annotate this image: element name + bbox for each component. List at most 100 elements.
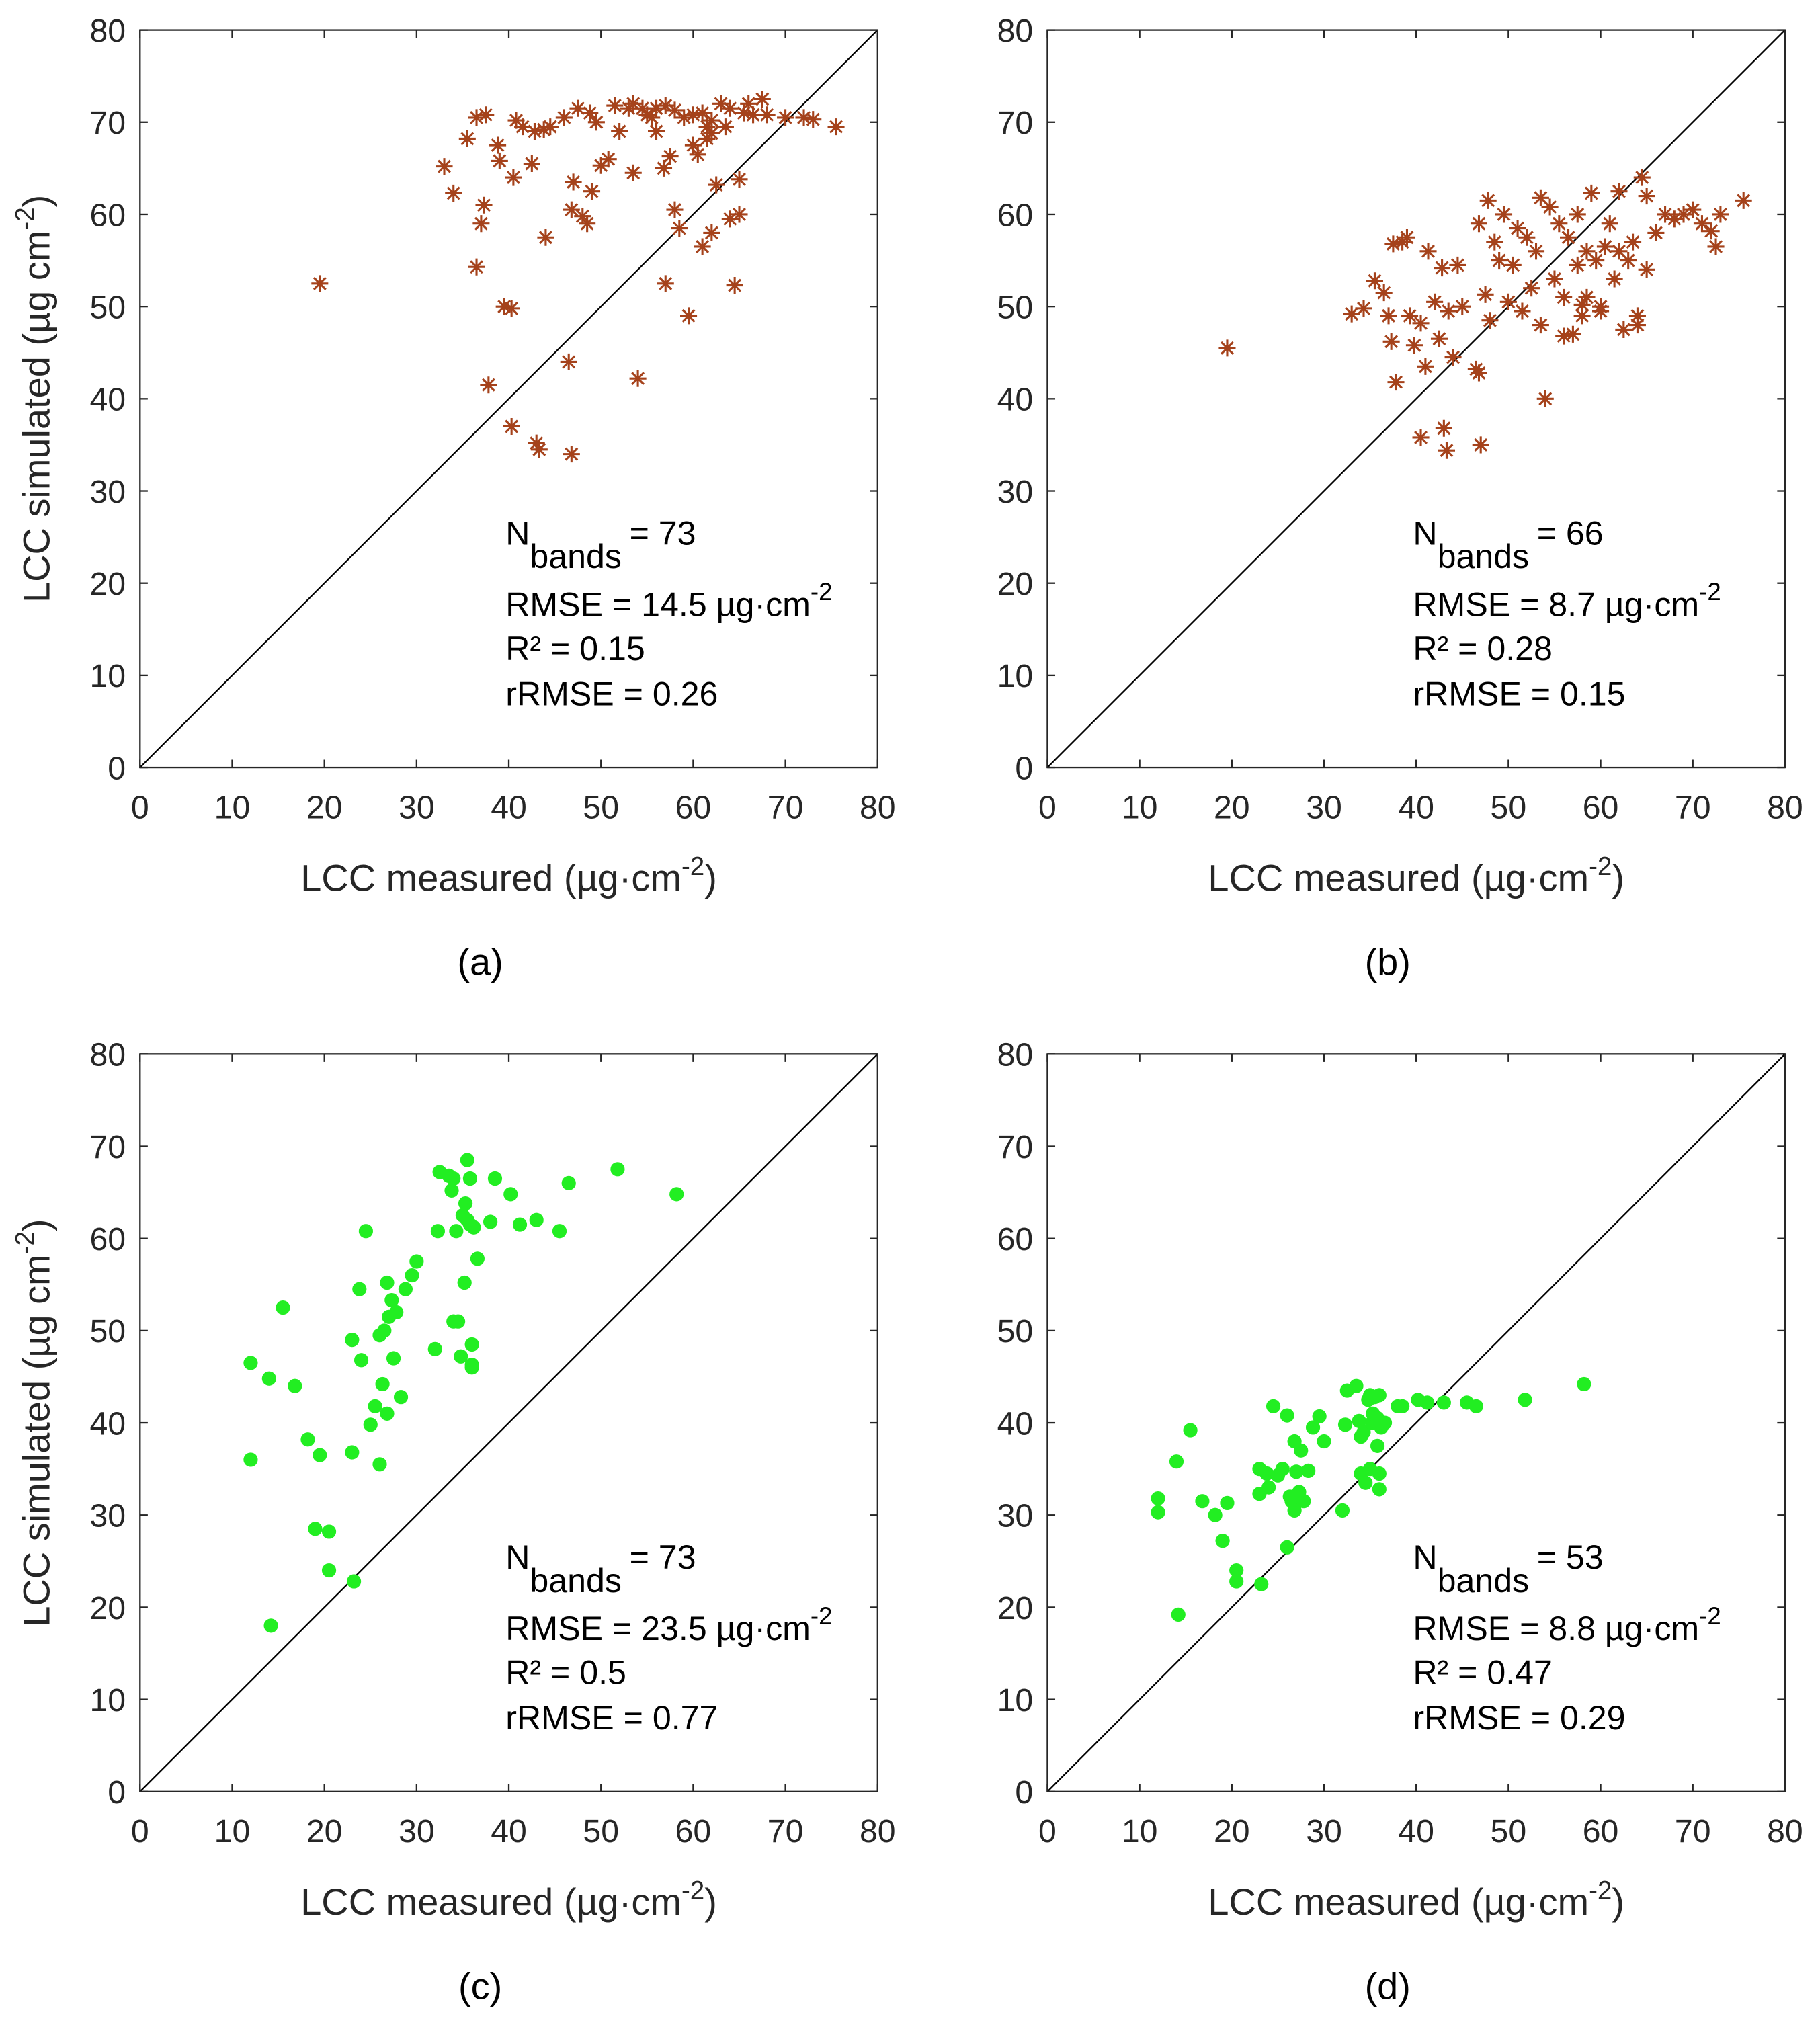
point [1395,1399,1410,1413]
point [657,97,674,114]
point [740,95,757,112]
annotation-n-sub: bands [1438,538,1530,575]
point [552,1224,567,1239]
y-tick-label: 80 [89,1037,126,1073]
point [1218,339,1236,357]
point [1384,235,1402,253]
x-tick-label: 10 [214,789,251,825]
point [436,158,453,175]
point [372,1457,387,1472]
point [480,376,497,394]
point [804,111,822,128]
x-tick-label: 30 [399,1813,435,1850]
x-axis-label-sup: -2 [681,852,704,881]
x-axis-label-text: ) [1612,856,1624,899]
point [1583,184,1600,202]
annotation-n-sub: bands [530,1562,622,1600]
point [535,121,552,138]
point [587,114,605,131]
point [634,99,651,117]
point [537,229,554,246]
point [1398,229,1416,246]
point [1215,1534,1230,1548]
x-axis-label-sup: -2 [1589,852,1612,881]
point [468,109,485,126]
point [703,112,720,129]
point [684,106,702,124]
point [698,118,716,136]
point [555,109,573,126]
point [1518,229,1536,246]
point [1296,1494,1311,1509]
point [1337,1417,1353,1432]
panel-label: (d) [1365,1964,1411,2007]
x-axis-label: LCC measured (µg·cm-2) [300,852,717,899]
point [503,1187,518,1202]
x-axis-label-sup: -2 [681,1876,704,1905]
annotation-rrmse: rRMSE = 0.29 [1413,1699,1625,1737]
x-axis-label-sup: -2 [1589,1876,1612,1905]
x-axis-label-text: LCC measured (µg·cm [1208,1880,1589,1923]
x-tick-label: 0 [1038,1813,1057,1850]
point [1266,1399,1281,1413]
point [430,1224,446,1239]
y-axis-label-text: ) [15,195,57,208]
point [1430,330,1448,347]
y-tick-label: 70 [997,105,1034,141]
point [1624,233,1642,251]
point [671,220,688,237]
point [514,118,532,136]
point [648,99,665,117]
point [503,417,520,436]
point [464,1337,479,1352]
point [386,1351,401,1366]
point [694,104,711,122]
x-tick-label: 10 [214,1813,251,1850]
point [1707,238,1725,255]
point [1370,1438,1385,1453]
point [1555,327,1573,345]
point [1532,317,1549,334]
point [726,277,743,294]
point [1405,337,1423,354]
point [457,1275,472,1290]
point [1377,1415,1393,1430]
point [1275,1462,1290,1477]
point [712,95,730,112]
y-tick-label: 70 [997,1129,1034,1165]
x-tick-label: 40 [491,1813,527,1850]
point [313,1448,327,1462]
point [1412,315,1430,332]
point [393,1390,409,1405]
point [1289,1464,1304,1479]
x-tick-label: 20 [306,789,343,825]
y-axis-label-text: ) [15,1218,57,1231]
point [1628,307,1646,325]
point [1469,1399,1483,1413]
identity-line [139,29,878,768]
point [352,1282,367,1296]
point [1592,298,1610,315]
point [1479,192,1497,209]
point [1712,206,1729,223]
point [1195,1494,1210,1509]
point [1287,1503,1302,1518]
y-tick-label: 60 [89,1221,126,1257]
y-axis-label-text: LCC simulated (µg cm [15,231,57,603]
identity-line [1046,1053,1786,1792]
point [1372,1388,1387,1403]
point [1412,429,1430,446]
point [753,90,771,108]
point [1569,206,1586,223]
x-tick-label: 70 [768,1813,804,1850]
annotation-rmse-text: RMSE = 8.7 µg·cm [1413,585,1699,623]
y-tick-label: 40 [89,1405,126,1442]
point [380,1275,395,1290]
point [363,1417,378,1432]
y-tick-label: 80 [997,1037,1034,1073]
y-tick-label: 80 [89,13,126,49]
point [1638,261,1655,278]
annotation-rmse-sup: -2 [811,1602,833,1630]
point [1527,243,1545,260]
point [1693,215,1710,233]
